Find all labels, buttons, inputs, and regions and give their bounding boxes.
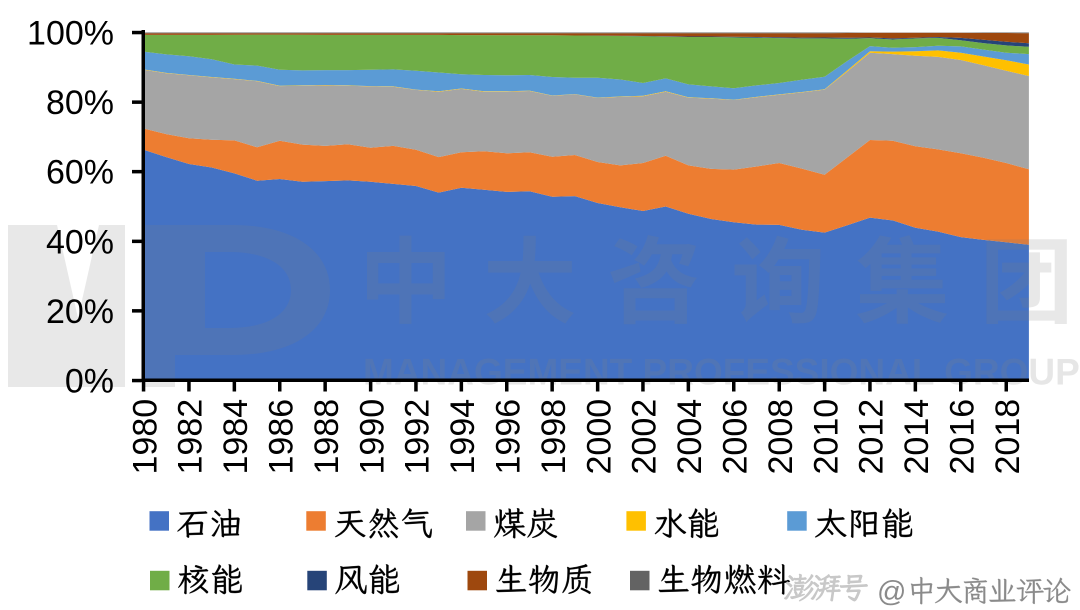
- svg-text:1996: 1996: [490, 399, 528, 475]
- svg-text:2004: 2004: [671, 399, 709, 475]
- svg-text:1994: 1994: [444, 399, 482, 475]
- svg-text:MANAGEMENT PROFESSIONAL GROUP: MANAGEMENT PROFESSIONAL GROUP: [363, 352, 1080, 393]
- svg-text:1982: 1982: [172, 399, 210, 475]
- svg-text:1988: 1988: [308, 399, 346, 475]
- svg-text:1980: 1980: [126, 399, 164, 475]
- svg-text:20%: 20%: [46, 293, 114, 331]
- svg-text:100%: 100%: [27, 15, 114, 53]
- svg-text:2016: 2016: [944, 399, 982, 475]
- svg-text:80%: 80%: [46, 84, 114, 122]
- svg-text:1998: 1998: [535, 399, 573, 475]
- svg-text:2012: 2012: [853, 399, 891, 475]
- svg-text:2014: 2014: [898, 399, 936, 475]
- svg-text:0%: 0%: [65, 363, 114, 401]
- svg-text:2002: 2002: [626, 399, 664, 475]
- svg-text:2006: 2006: [717, 399, 755, 475]
- svg-text:@: @: [877, 576, 906, 608]
- svg-text:1990: 1990: [353, 399, 391, 475]
- svg-text:2010: 2010: [807, 399, 845, 475]
- svg-text:60%: 60%: [46, 154, 114, 192]
- svg-text:2018: 2018: [989, 399, 1027, 475]
- svg-text:1986: 1986: [263, 399, 301, 475]
- svg-text:40%: 40%: [46, 223, 114, 261]
- svg-text:1992: 1992: [399, 399, 437, 475]
- svg-text:2000: 2000: [580, 399, 618, 475]
- svg-text:2008: 2008: [762, 399, 800, 475]
- svg-text:1984: 1984: [217, 399, 255, 475]
